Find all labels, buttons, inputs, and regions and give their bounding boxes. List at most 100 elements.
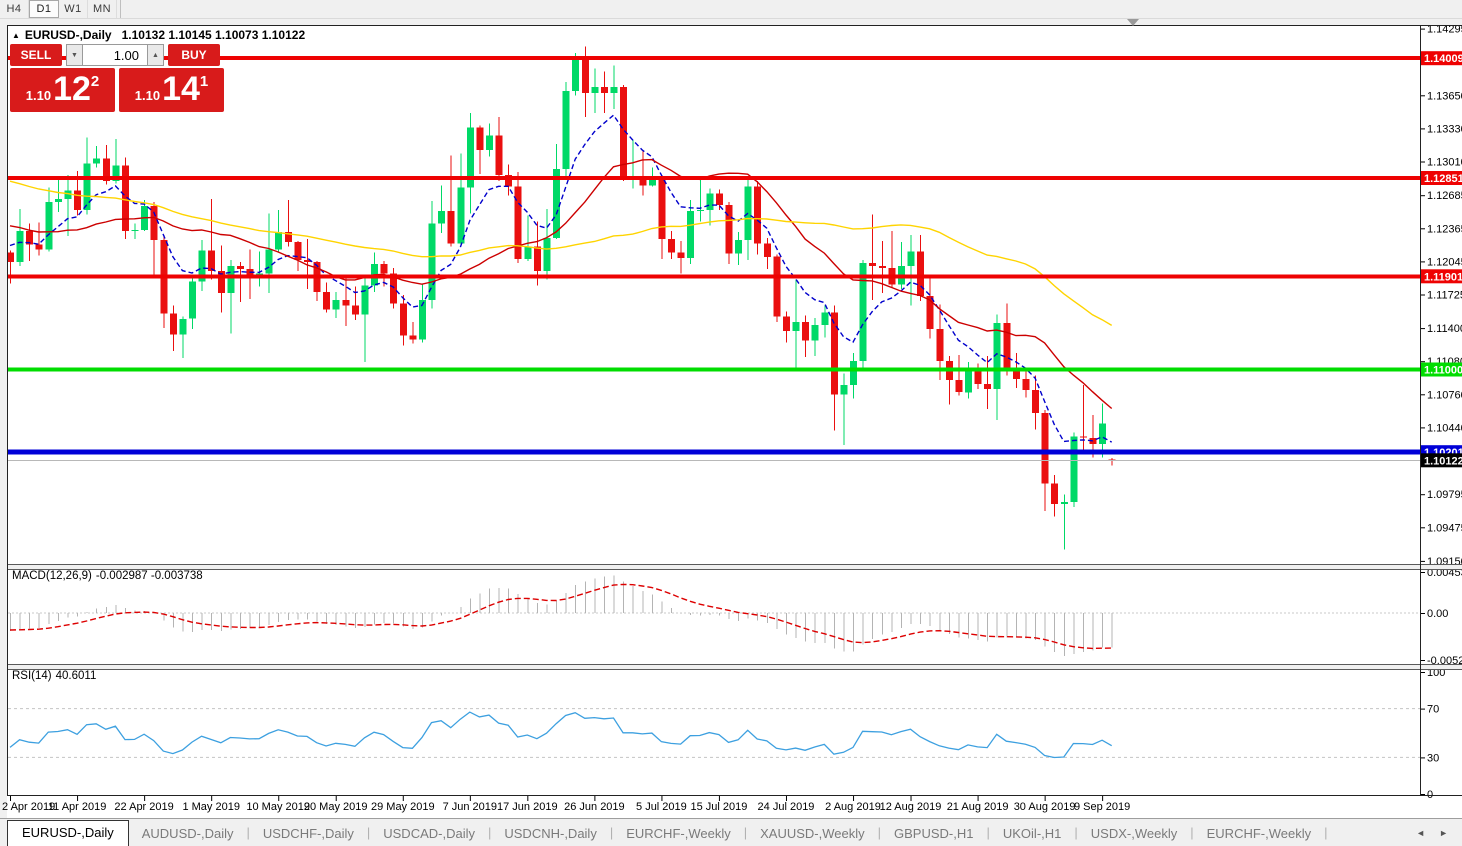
price-label-text: 1.10122	[1424, 455, 1462, 467]
price-label-text: 1.11000	[1424, 365, 1462, 377]
volume-decrease-button[interactable]: ▼	[66, 44, 83, 66]
ma-sma20-line	[9, 158, 1113, 410]
chart-tab-usdchf-daily[interactable]: USDCHF-,Daily	[262, 826, 354, 841]
toolbar-separator	[120, 0, 121, 18]
rsi-tick-label: 30	[1427, 752, 1439, 764]
macd-histogram	[10, 575, 1113, 657]
date-tick-label: 7 Jun 2019	[443, 801, 497, 813]
price-label-text: 1.12851	[1424, 173, 1462, 185]
chart-canvas-bg	[7, 25, 1462, 818]
chart-tab-eurusd-daily[interactable]: EURUSD-,Daily	[7, 820, 129, 846]
rsi-pane: 10070300	[8, 667, 1445, 801]
buy-price-sup: 1	[199, 73, 209, 90]
date-tick-label: 21 Aug 2019	[947, 801, 1009, 813]
price-tick-label: 1.12685	[1427, 190, 1462, 202]
tab-separator: |	[246, 825, 250, 840]
price-tick-label: 1.12045	[1427, 256, 1462, 268]
date-tick-label: 2 Apr 2019	[2, 801, 55, 813]
timeframe-toolbar: H4 D1 W1 MN	[0, 0, 1462, 19]
rsi-tick-label: 70	[1427, 704, 1439, 716]
chart-tab-usdcad-daily[interactable]: USDCAD-,Daily	[383, 826, 475, 841]
price-label-text: 1.11901	[1424, 271, 1462, 283]
macd-label: MACD(12,26,9) -0.002987 -0.003738	[12, 570, 207, 582]
date-tick-label: 1 May 2019	[182, 801, 239, 813]
chart-tab-usdcnh-daily[interactable]: USDCNH-,Daily	[504, 826, 597, 841]
chart-tab-xauusd-weekly[interactable]: XAUUSD-,Weekly	[760, 826, 865, 841]
price-label-box	[1420, 171, 1462, 185]
date-tick-label: 30 Aug 2019	[1014, 801, 1076, 813]
chart-tab-audusd-daily[interactable]: AUDUSD-,Daily	[141, 826, 234, 841]
date-tick-label: 26 Jun 2019	[564, 801, 625, 813]
price-label-text: 1.14009	[1424, 53, 1462, 65]
sell-price-quote[interactable]: 1.10 12 2	[10, 68, 115, 112]
date-tick-label: 12 Aug 2019	[880, 801, 942, 813]
chart-tab-eurchf-weekly[interactable]: EURCHF-,Weekly	[1206, 826, 1312, 841]
macd-pane: 0.0045360.00-0.005205	[8, 567, 1462, 667]
date-tick-label: 29 May 2019	[371, 801, 435, 813]
ma-sma50-line	[9, 180, 1113, 327]
buy-price-main: 1.10	[134, 88, 161, 103]
date-tick-label: 15 Jul 2019	[690, 801, 747, 813]
sell-button[interactable]: SELL	[10, 44, 62, 66]
date-tick-label: 5 Jul 2019	[636, 801, 687, 813]
timeframe-button-h4[interactable]: H4	[0, 0, 29, 18]
price-tick-label: 1.10760	[1427, 389, 1462, 401]
buy-price-big: 14	[162, 70, 200, 108]
tab-separator: |	[366, 825, 371, 840]
date-tick-label: 22 Apr 2019	[114, 801, 173, 813]
timeframe-button-d1[interactable]: D1	[29, 0, 59, 18]
price-tick-label: 1.12365	[1427, 223, 1462, 235]
sell-price-main: 1.10	[25, 88, 52, 103]
price-label-box	[1420, 453, 1462, 468]
chart-tab-eurchf-weekly[interactable]: EURCHF-,Weekly	[626, 826, 731, 841]
chart-symbol-period: EURUSD-,Daily	[24, 28, 112, 42]
buy-button[interactable]: BUY	[168, 44, 220, 66]
date-tick-label: 17 Jun 2019	[497, 801, 558, 813]
candles-group	[7, 46, 1116, 550]
tab-separator: |	[1074, 825, 1078, 840]
date-tick-label: 2 Aug 2019	[825, 801, 881, 813]
buy-price-quote[interactable]: 1.10 14 1	[119, 68, 224, 112]
chart-plot[interactable]: 1.14295 1.13650 1.13330 1.13010 1.12685 1.123…	[0, 0, 1462, 818]
tab-separator: |	[609, 825, 614, 840]
date-tick-label: 20 May 2019	[304, 801, 368, 813]
tab-separator: |	[743, 825, 748, 840]
date-tick-label: 10 May 2019	[246, 801, 310, 813]
ma-ema8-line	[9, 114, 1113, 443]
price-tick-label: 1.11725	[1427, 290, 1462, 302]
chart-tab-usdx-weekly[interactable]: USDX-,Weekly	[1090, 826, 1178, 841]
tab-scroll-right-icon[interactable]: ►	[1439, 828, 1448, 838]
volume-input[interactable]	[83, 44, 147, 66]
price-tick-label: 1.09475	[1427, 522, 1462, 534]
collapse-triangle-icon[interactable]: ▲	[12, 31, 20, 40]
price-axis[interactable]: 1.14295 1.13650 1.13330 1.13010 1.12685 1.123…	[1420, 24, 1462, 568]
chart-tab-gbpusd-h1[interactable]: GBPUSD-,H1	[894, 826, 974, 841]
price-tick-label: 1.14295	[1427, 24, 1462, 36]
chart-ohlc-values: 1.10132 1.10145 1.10073 1.10122	[121, 28, 306, 42]
date-tick-label: 11 Apr 2019	[48, 801, 107, 813]
pane-borders	[7, 25, 1462, 796]
chart-tab-ukoil-h1[interactable]: UKOil-,H1	[1002, 826, 1062, 841]
tab-scroll-left-icon[interactable]: ◄	[1416, 828, 1426, 838]
price-tick-label: 1.13010	[1427, 157, 1462, 169]
volume-increase-button[interactable]: ▲	[147, 44, 164, 66]
rsi-name: RSI(14)	[12, 670, 52, 682]
macd-name: MACD(12,26,9)	[12, 570, 92, 582]
date-tick-label: 24 Jul 2019	[758, 801, 815, 813]
price-tick-label: 1.13650	[1427, 90, 1462, 102]
tab-separator: |	[986, 825, 990, 840]
timeframe-button-w1[interactable]: W1	[59, 0, 88, 18]
chart-tab-bar: EURUSD-,Daily AUDUSD-,Daily | USDCHF-,Daily…	[0, 818, 1462, 846]
chart-shift-marker-icon[interactable]	[1127, 19, 1139, 26]
timeframe-button-mn[interactable]: MN	[88, 0, 117, 18]
tab-separator: |	[1190, 825, 1194, 840]
tab-separator: |	[877, 825, 882, 840]
rsi-line	[9, 711, 1113, 759]
tab-scroll-arrows: ◄ ►	[1402, 828, 1462, 846]
price-label-box	[1420, 269, 1462, 284]
sell-price-sup: 2	[90, 73, 100, 90]
macd-tick-label: 0.00	[1427, 608, 1448, 620]
down-arrow-icon: ▼	[71, 51, 78, 59]
